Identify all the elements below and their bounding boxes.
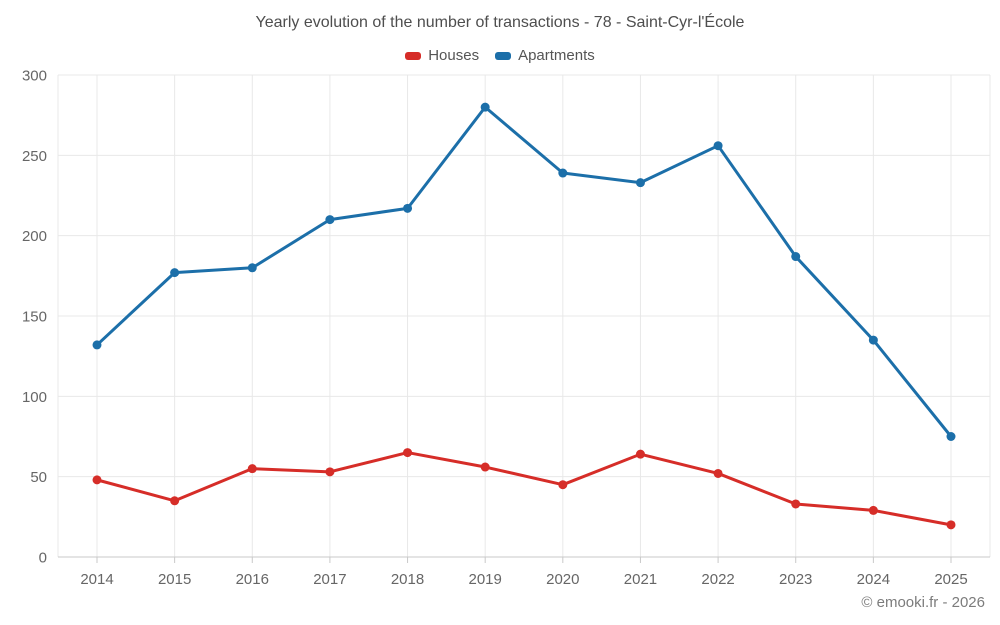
x-tick-label: 2025 bbox=[934, 571, 967, 588]
legend: Houses Apartments bbox=[0, 47, 1000, 64]
apartments-swatch-icon bbox=[495, 51, 512, 60]
x-tick-label: 2022 bbox=[701, 571, 734, 588]
copyright-text: © emooki.fr - 2026 bbox=[861, 594, 985, 611]
houses-point-2024[interactable] bbox=[868, 505, 878, 515]
apartments-point-2017[interactable] bbox=[325, 215, 335, 225]
houses-point-2023[interactable] bbox=[791, 499, 801, 509]
x-tick-label: 2015 bbox=[158, 571, 191, 588]
x-tick-label: 2021 bbox=[624, 571, 657, 588]
series-houses bbox=[92, 448, 956, 530]
apartments-point-2024[interactable] bbox=[868, 335, 878, 345]
x-tick-label: 2024 bbox=[857, 571, 890, 588]
houses-point-2022[interactable] bbox=[713, 468, 723, 478]
chart-title: Yearly evolution of the number of transa… bbox=[255, 14, 745, 31]
apartments-point-2014[interactable] bbox=[92, 340, 102, 350]
series-apartments bbox=[92, 102, 956, 441]
houses-point-2015[interactable] bbox=[170, 496, 180, 506]
y-tick-label: 300 bbox=[22, 68, 47, 85]
houses-point-2020[interactable] bbox=[558, 480, 568, 490]
apartments-point-2018[interactable] bbox=[403, 203, 413, 213]
apartments-point-2025[interactable] bbox=[946, 432, 956, 441]
legend-label-houses: Houses bbox=[428, 47, 480, 64]
x-tick-label: 2020 bbox=[546, 571, 579, 588]
x-tick-label: 2017 bbox=[313, 571, 346, 588]
houses-point-2017[interactable] bbox=[325, 467, 335, 477]
apartments-point-2016[interactable] bbox=[247, 263, 257, 273]
apartments-point-2020[interactable] bbox=[558, 168, 568, 178]
y-tick-label: 0 bbox=[39, 550, 47, 567]
y-tick-label: 200 bbox=[22, 228, 47, 245]
apartments-point-2015[interactable] bbox=[170, 268, 180, 278]
x-tick-label: 2016 bbox=[236, 571, 269, 588]
x-tick-label: 2014 bbox=[80, 571, 113, 588]
y-tick-label: 250 bbox=[22, 148, 47, 165]
houses-swatch-icon bbox=[405, 51, 422, 60]
houses-point-2021[interactable] bbox=[635, 449, 645, 459]
houses-point-2016[interactable] bbox=[247, 464, 257, 474]
series-line-houses bbox=[95, 451, 953, 527]
x-tick-label: 2019 bbox=[468, 571, 501, 588]
apartments-point-2022[interactable] bbox=[713, 141, 723, 151]
apartments-point-2021[interactable] bbox=[635, 178, 645, 188]
houses-point-2014[interactable] bbox=[92, 475, 102, 485]
apartments-point-2023[interactable] bbox=[791, 252, 801, 262]
y-tick-label: 50 bbox=[30, 469, 47, 486]
x-tick-label: 2023 bbox=[779, 571, 812, 588]
y-tick-label: 100 bbox=[22, 389, 47, 406]
y-tick-label: 150 bbox=[22, 309, 47, 326]
houses-point-2025[interactable] bbox=[946, 520, 956, 530]
x-tick-label: 2018 bbox=[391, 571, 424, 588]
series-line-apartments bbox=[95, 105, 953, 438]
legend-item-houses[interactable]: Houses bbox=[405, 47, 479, 64]
legend-label-apartments: Apartments bbox=[518, 47, 595, 64]
houses-point-2019[interactable] bbox=[480, 462, 490, 472]
apartments-point-2019[interactable] bbox=[480, 102, 490, 112]
legend-item-apartments[interactable]: Apartments bbox=[495, 47, 595, 64]
houses-point-2018[interactable] bbox=[403, 448, 413, 458]
